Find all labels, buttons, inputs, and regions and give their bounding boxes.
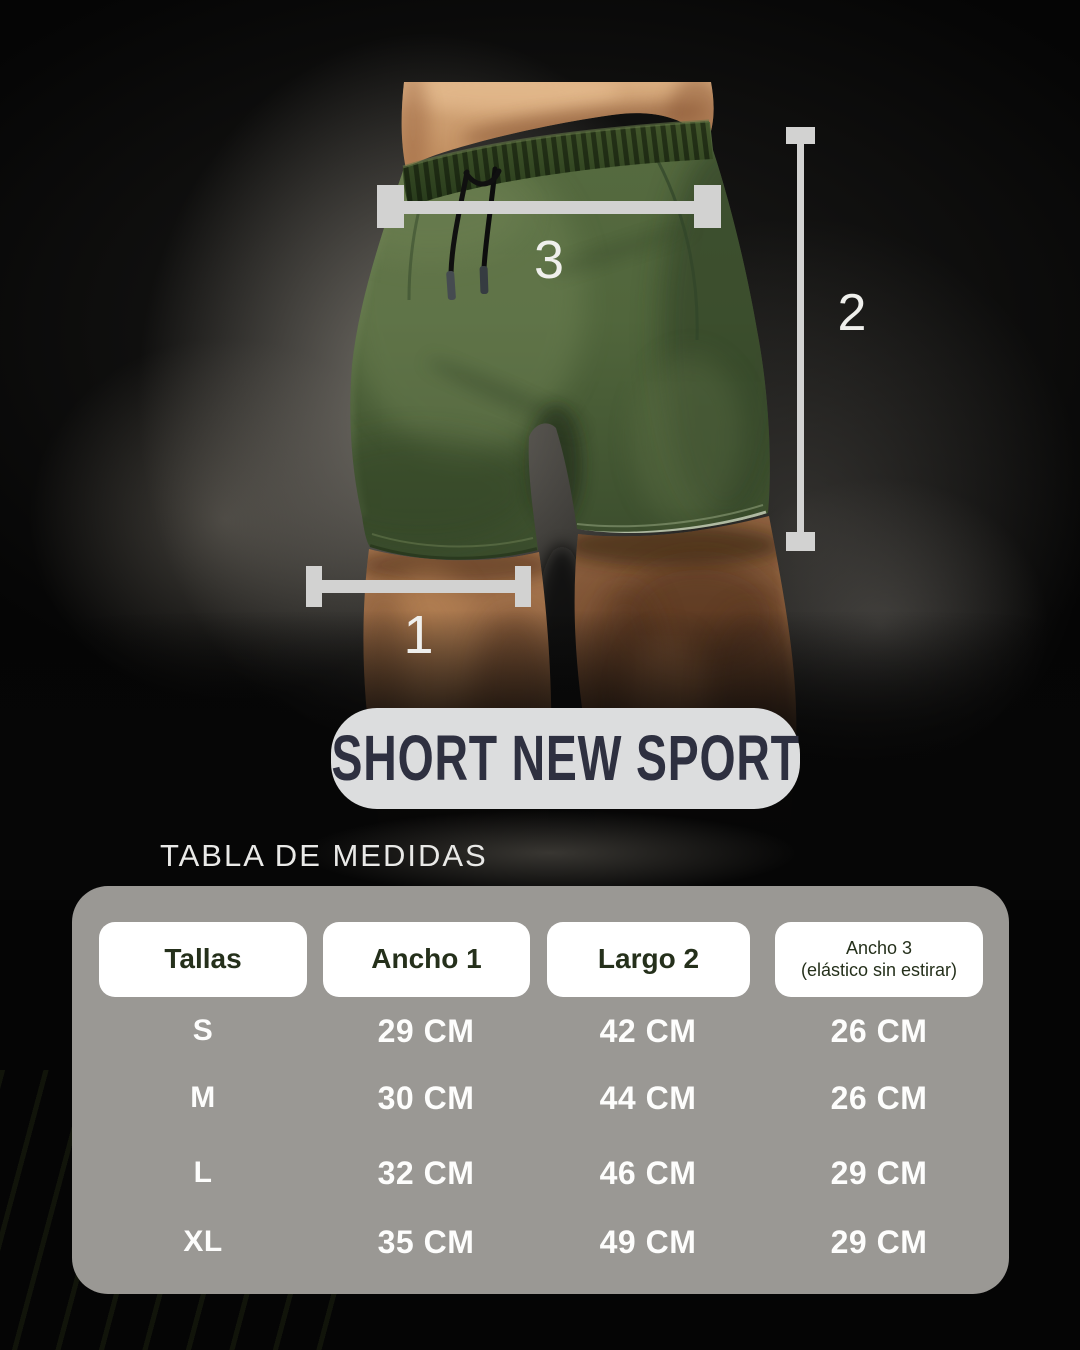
table-row: L 32 CM 46 CM 29 CM xyxy=(72,1150,1009,1196)
size-cell: M xyxy=(190,1081,216,1114)
marker-bar xyxy=(377,201,721,214)
column-header-label: Ancho 1 xyxy=(371,943,482,975)
size-table-heading: TABLA DE MEDIDAS xyxy=(160,838,488,873)
ancho1-cell: 32 CM xyxy=(377,1155,475,1191)
largo2-cell: 49 CM xyxy=(599,1224,697,1260)
size-cell: S xyxy=(192,1014,214,1047)
marker-number: 3 xyxy=(533,230,565,290)
marker-bar xyxy=(797,144,804,532)
drawstring xyxy=(446,166,502,301)
column-header-tallas: Tallas xyxy=(99,922,307,997)
ancho1-cell: 30 CM xyxy=(377,1080,475,1116)
waistband-highlight xyxy=(402,119,710,169)
table-row: M 30 CM 44 CM 26 CM xyxy=(72,1075,1009,1121)
size-table: Tallas Ancho 1 Largo 2 Ancho 3 (elástico… xyxy=(72,886,1009,1294)
table-row: XL 35 CM 49 CM 29 CM xyxy=(72,1219,1009,1265)
background-glow xyxy=(300,810,800,896)
measurement-marker-waist-width: 3 xyxy=(377,185,721,300)
ancho1-cell: 29 CM xyxy=(377,1013,475,1049)
drawstring-aglet xyxy=(479,265,489,295)
size-cell: XL xyxy=(183,1225,223,1258)
ancho3-cell: 29 CM xyxy=(830,1224,928,1260)
column-header-ancho-3: Ancho 3 (elástico sin estirar) xyxy=(775,922,983,997)
marker-number: 1 xyxy=(403,605,434,665)
ancho3-cell: 29 CM xyxy=(830,1155,928,1191)
ancho3-cell: 26 CM xyxy=(830,1013,928,1049)
marker-end-cap xyxy=(786,532,815,551)
product-title-badge: SHORT NEW SPORT xyxy=(331,708,800,809)
measurement-marker-leg-width: 1 xyxy=(306,566,531,676)
hem-edge-left xyxy=(369,544,538,560)
table-row: S 29 CM 42 CM 26 CM xyxy=(72,1008,1009,1054)
product-title: SHORT NEW SPORT xyxy=(331,722,800,795)
ancho3-cell: 26 CM xyxy=(830,1080,928,1116)
largo2-cell: 44 CM xyxy=(599,1080,697,1116)
marker-number: 2 xyxy=(837,284,867,342)
largo2-cell: 42 CM xyxy=(599,1013,697,1049)
column-header-sublabel: (elástico sin estirar) xyxy=(800,959,958,980)
drawstring-aglet xyxy=(446,270,456,301)
column-header-label: Ancho 3 xyxy=(845,937,913,958)
marker-end-cap xyxy=(515,566,531,607)
marker-end-cap xyxy=(306,566,322,607)
largo2-cell: 46 CM xyxy=(599,1155,697,1191)
marker-bar xyxy=(322,580,515,593)
pocket-seam-right xyxy=(650,149,699,341)
column-header-ancho-1: Ancho 1 xyxy=(323,922,530,997)
column-header-largo-2: Largo 2 xyxy=(547,922,750,997)
marker-end-cap xyxy=(786,127,815,144)
marker-end-cap xyxy=(694,185,721,228)
column-header-label: Largo 2 xyxy=(597,943,700,975)
measurement-marker-length: 2 xyxy=(786,127,876,552)
column-header-label: Tallas xyxy=(164,943,242,975)
ancho1-cell: 35 CM xyxy=(377,1224,475,1260)
size-cell: L xyxy=(193,1156,213,1189)
